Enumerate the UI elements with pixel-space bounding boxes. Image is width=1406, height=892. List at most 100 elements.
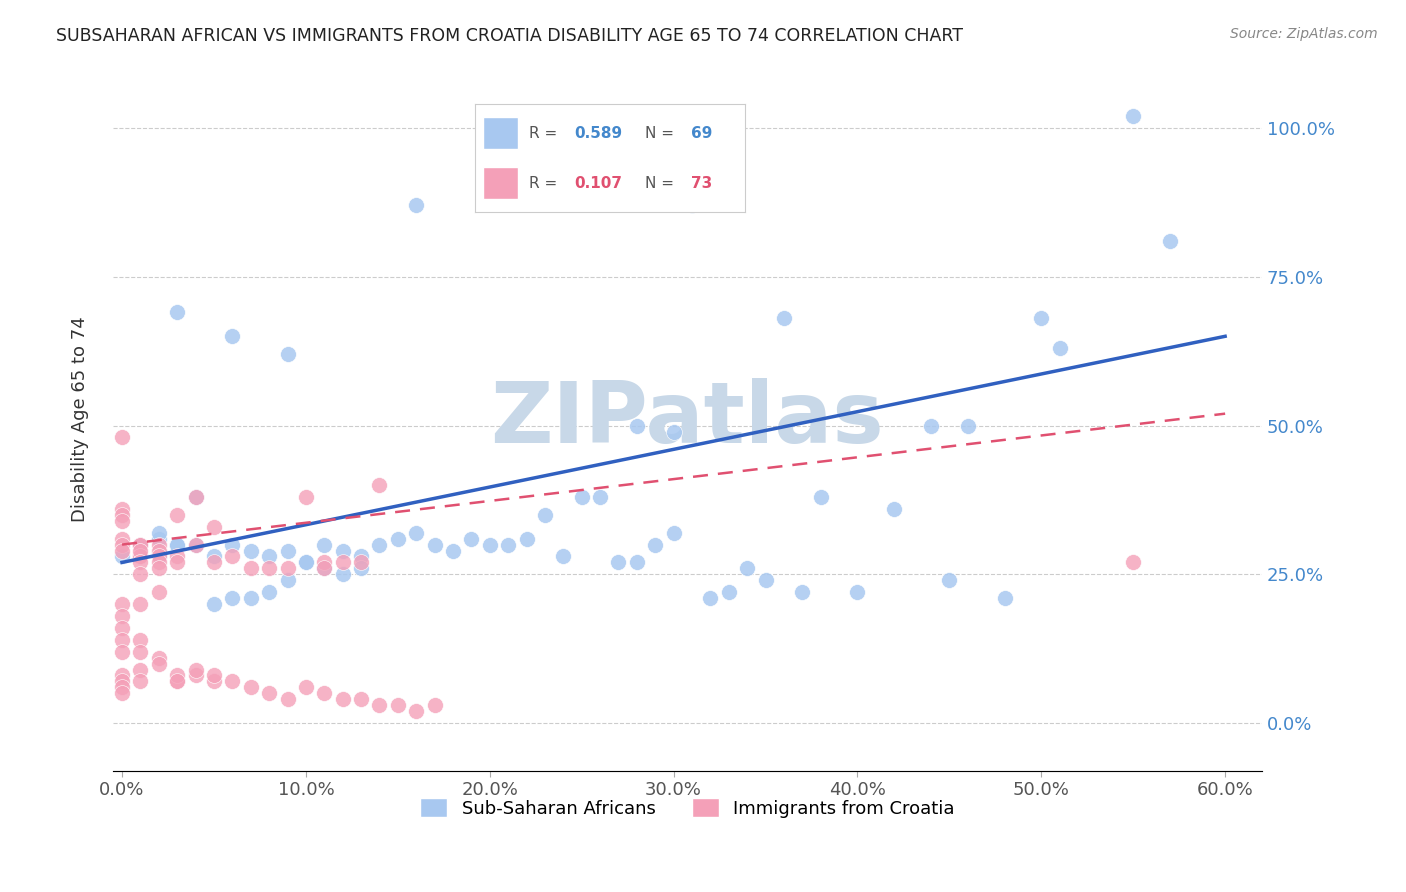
Point (166, 305, 188, 319)
Point (387, 698, 409, 713)
Point (295, 681, 318, 695)
Point (184, 668, 207, 682)
Point (276, 574, 298, 588)
Point (129, 549, 152, 564)
Point (571, 490, 593, 504)
Point (129, 632, 152, 647)
Point (295, 556, 318, 570)
Text: SUBSAHARAN AFRICAN VS IMMIGRANTS FROM CROATIA DISABILITY AGE 65 TO 74 CORRELATIO: SUBSAHARAN AFRICAN VS IMMIGRANTS FROM CR… (56, 27, 963, 45)
Point (221, 538, 243, 552)
Point (1122, 556, 1144, 570)
Point (129, 538, 152, 552)
Point (111, 681, 134, 695)
Point (387, 532, 409, 546)
Point (184, 538, 207, 552)
Point (111, 514, 134, 528)
Point (1159, 234, 1181, 248)
Point (626, 418, 648, 433)
Point (717, 585, 740, 599)
Point (257, 561, 280, 575)
Point (111, 686, 134, 700)
Point (166, 538, 188, 552)
Point (129, 538, 152, 552)
Point (166, 674, 188, 689)
Point (184, 663, 207, 677)
Y-axis label: Disability Age 65 to 74: Disability Age 65 to 74 (72, 317, 89, 523)
Point (111, 538, 134, 552)
Point (314, 561, 336, 575)
Point (111, 632, 134, 647)
Point (405, 198, 427, 212)
Point (1031, 311, 1053, 326)
Point (460, 532, 482, 546)
Point (221, 329, 243, 343)
Point (332, 567, 354, 582)
Point (148, 525, 170, 540)
Point (166, 549, 188, 564)
Point (166, 668, 188, 682)
Point (350, 561, 373, 575)
Point (405, 704, 427, 718)
Point (368, 478, 391, 492)
Point (111, 508, 134, 522)
Point (111, 674, 134, 689)
Point (111, 668, 134, 682)
Point (350, 692, 373, 706)
Point (846, 585, 869, 599)
Legend: Sub-Saharan Africans, Immigrants from Croatia: Sub-Saharan Africans, Immigrants from Cr… (413, 791, 962, 825)
Point (350, 556, 373, 570)
Point (148, 561, 170, 575)
Point (314, 538, 336, 552)
Point (626, 556, 648, 570)
Point (239, 543, 262, 558)
Point (111, 621, 134, 635)
Point (148, 543, 170, 558)
Point (332, 543, 354, 558)
Point (257, 549, 280, 564)
Point (773, 311, 796, 326)
Point (221, 674, 243, 689)
Point (257, 585, 280, 599)
Point (221, 591, 243, 606)
Point (129, 549, 152, 564)
Point (239, 591, 262, 606)
Point (184, 538, 207, 552)
Point (553, 549, 575, 564)
Point (276, 347, 298, 361)
Point (368, 538, 391, 552)
Point (184, 490, 207, 504)
Point (644, 538, 666, 552)
Point (111, 532, 134, 546)
Point (148, 556, 170, 570)
Point (148, 650, 170, 665)
Point (129, 543, 152, 558)
Point (332, 692, 354, 706)
Point (129, 663, 152, 677)
Point (938, 574, 960, 588)
Point (111, 430, 134, 444)
Point (607, 556, 630, 570)
Point (441, 543, 464, 558)
Point (276, 692, 298, 706)
Point (148, 538, 170, 552)
Point (202, 556, 225, 570)
Point (956, 418, 979, 433)
Point (662, 525, 685, 540)
Point (129, 556, 152, 570)
Point (184, 490, 207, 504)
Point (129, 538, 152, 552)
Point (129, 567, 152, 582)
Point (239, 681, 262, 695)
Point (534, 508, 557, 522)
Point (810, 490, 832, 504)
Point (515, 532, 537, 546)
Point (166, 508, 188, 522)
Point (148, 657, 170, 671)
Point (478, 538, 501, 552)
Point (202, 597, 225, 611)
Point (148, 585, 170, 599)
Point (792, 585, 814, 599)
Point (423, 698, 446, 713)
Point (350, 549, 373, 564)
Point (202, 668, 225, 682)
